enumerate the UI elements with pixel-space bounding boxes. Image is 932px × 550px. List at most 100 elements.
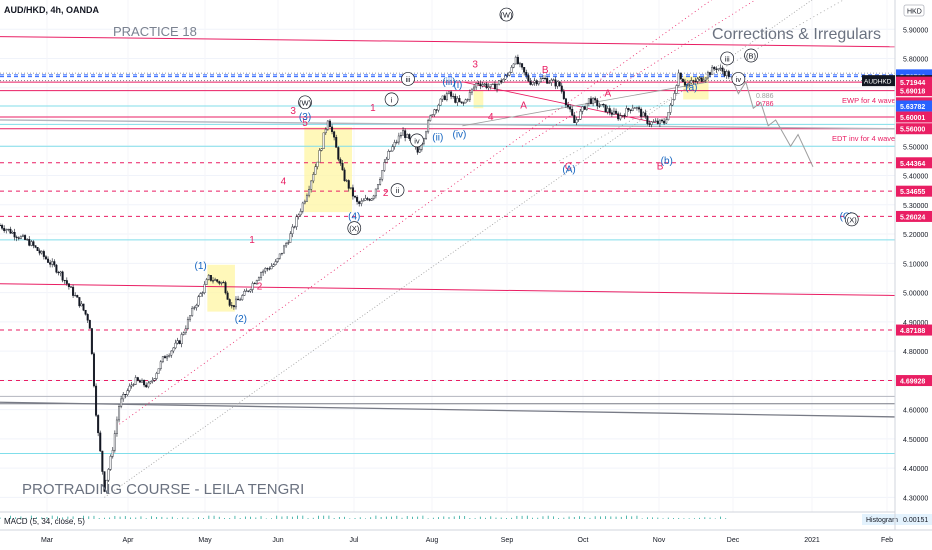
circled-wave-label: (W) <box>298 95 312 110</box>
candle <box>631 104 634 112</box>
candle-body <box>702 79 705 82</box>
candle <box>351 184 354 200</box>
price-tag: 5.56000 <box>896 123 932 135</box>
candle-body <box>212 280 215 282</box>
wave-label: (ii) <box>432 132 443 143</box>
candle-body <box>514 56 517 65</box>
candle <box>335 134 338 148</box>
plot-area[interactable] <box>0 0 895 512</box>
candle-body <box>535 80 538 85</box>
candle-body <box>124 394 127 396</box>
candle-body <box>671 99 674 106</box>
candle <box>677 69 680 87</box>
candle <box>341 160 344 171</box>
time-axis[interactable]: Mar Apr May Jun Jul Aug Sep Oct Nov Dec 2021 Feb <box>41 537 893 544</box>
candle-body <box>376 184 379 190</box>
candle <box>638 105 641 113</box>
trend-line <box>104 0 813 498</box>
wave-label: 2 <box>383 188 389 199</box>
price-tick-label: 5.10000 <box>903 261 928 268</box>
candle-body <box>109 456 112 470</box>
candle-body <box>721 67 724 72</box>
candle <box>518 61 521 68</box>
candle <box>456 96 459 106</box>
candle-body <box>57 272 60 274</box>
candle <box>153 378 156 383</box>
candle <box>481 81 484 88</box>
time-tick-label: Jun <box>272 537 283 544</box>
candle-body <box>128 385 131 391</box>
candle-body <box>491 83 494 85</box>
candle-body <box>362 200 365 202</box>
candle-body <box>537 81 540 85</box>
candle-body <box>454 96 457 103</box>
circle-marker <box>720 51 735 66</box>
candle <box>404 128 407 142</box>
candle <box>496 83 499 93</box>
candle <box>128 383 131 393</box>
candle <box>583 105 586 111</box>
candle <box>527 73 530 82</box>
circled-wave-label: (W) <box>499 7 514 22</box>
candle <box>675 84 678 94</box>
price-tag-label: 5.26024 <box>900 214 925 221</box>
candle-body <box>610 112 613 115</box>
candle-body <box>99 432 102 452</box>
wave-label: 2 <box>257 282 263 293</box>
histogram-value: 0.00151 <box>903 517 928 524</box>
candle <box>53 259 56 268</box>
candle-body <box>719 67 722 70</box>
candle <box>103 471 106 493</box>
candle <box>483 82 486 87</box>
candle-body <box>153 378 156 381</box>
candle-body <box>379 179 382 185</box>
candle <box>571 106 574 117</box>
candle-body <box>629 109 632 111</box>
candle-body <box>404 130 407 138</box>
candle-body <box>59 271 62 274</box>
candle <box>535 79 538 86</box>
candle-body <box>460 101 463 104</box>
candle <box>393 139 396 150</box>
candle <box>143 379 146 388</box>
candle <box>72 284 75 299</box>
candle-body <box>548 82 551 84</box>
candle <box>514 55 517 65</box>
candle-body <box>243 290 246 296</box>
candle <box>237 295 240 301</box>
circled-label-text: (W) <box>500 11 513 20</box>
candle-body <box>354 195 357 198</box>
candle <box>360 198 363 207</box>
candle <box>212 277 215 284</box>
candle <box>452 93 455 99</box>
candle <box>560 82 563 94</box>
candle <box>15 235 18 242</box>
candle <box>477 80 480 86</box>
circle-marker <box>298 95 312 110</box>
candle-body <box>82 303 85 311</box>
candle <box>656 118 659 125</box>
candle <box>596 98 599 110</box>
candle-body <box>581 106 584 112</box>
candle <box>124 393 127 399</box>
candle-body <box>205 279 208 285</box>
candle <box>612 107 615 115</box>
wave-labels: 3541234ABCAB12(1)(2)(3)(4)(A)(b)(iii)(i)… <box>195 7 859 325</box>
candle <box>475 82 478 90</box>
candle <box>283 244 286 254</box>
candle <box>715 66 718 73</box>
candle <box>544 75 547 81</box>
currency-badge[interactable] <box>903 4 925 17</box>
course-label: PROTRADING COURSE - LEILA TENGRI <box>22 481 304 498</box>
candle <box>502 78 505 83</box>
price-tag: 5.60001 <box>896 111 932 123</box>
circle-marker <box>347 221 362 235</box>
candle-body <box>314 166 317 175</box>
candle-body <box>500 80 503 83</box>
candle-body <box>656 120 659 124</box>
candle-body <box>675 85 678 94</box>
price-tag-label: 5.56000 <box>900 127 925 134</box>
candle-body <box>318 150 321 163</box>
candle <box>82 303 85 312</box>
